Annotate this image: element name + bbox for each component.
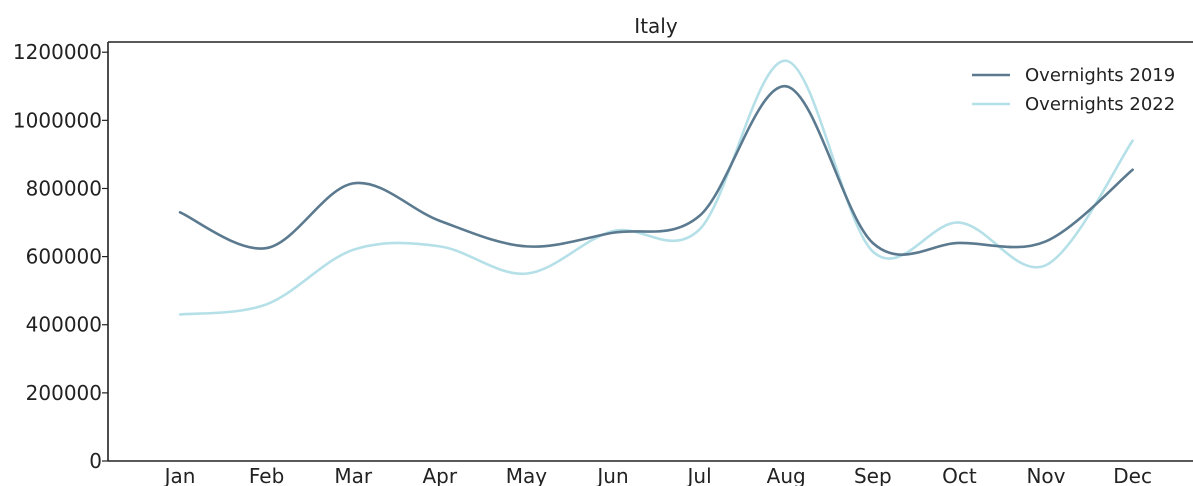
y-tick-label: 1000000 [13, 108, 102, 132]
x-tick-label: Apr [422, 464, 457, 486]
x-tick-label: Aug [767, 464, 806, 486]
y-tick-label: 600000 [26, 245, 102, 269]
x-tick-label: Feb [249, 464, 284, 486]
x-tick-label: Dec [1113, 464, 1152, 486]
y-tick-label: 400000 [26, 313, 102, 337]
chart-title: Italy [634, 14, 678, 38]
x-tick-label: Sep [854, 464, 892, 486]
x-tick-label: Jul [686, 464, 712, 486]
series-line-2 [178, 59, 1134, 316]
y-tick-label: 200000 [26, 381, 102, 405]
series-line-1 [178, 84, 1134, 256]
x-tick-label: Mar [334, 464, 373, 486]
x-tick-label: May [506, 464, 548, 486]
plot-area: 0 200000 400000 600000 800000 1000000 1200000 J… [13, 40, 1193, 486]
y-tick-label: 800000 [26, 176, 102, 200]
x-tick-label: Nov [1026, 464, 1065, 486]
y-tick-label: 0 [89, 449, 102, 473]
x-tick-label: Jun [595, 464, 628, 486]
x-tick-label: Jan [163, 464, 196, 486]
legend-label: Overnights 2022 [1025, 94, 1175, 115]
y-tick-label: 1200000 [13, 40, 102, 64]
legend-label: Overnights 2019 [1025, 65, 1175, 86]
x-tick-label: Oct [942, 464, 977, 486]
